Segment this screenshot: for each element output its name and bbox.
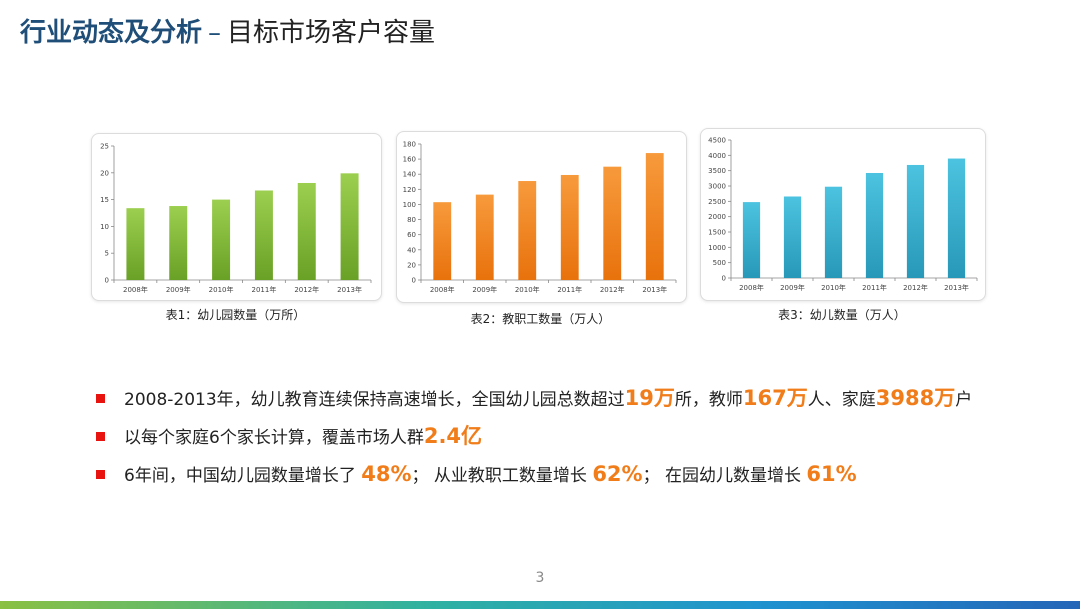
chart-caption-kindergartens: 表1：幼儿园数量（万所） <box>165 308 306 322</box>
chart-card-staff: 0 20 40 60 80 100 120 140 160 180 2008年 2009年 2010年 2… <box>396 131 687 303</box>
bullet-text: 户 <box>955 390 973 410</box>
x-tick-label: 2008年 <box>739 283 764 292</box>
y-tick-label: 160 <box>403 156 416 164</box>
bullet-marker <box>96 394 105 403</box>
bullet-text: ； 在园幼儿数量增长 <box>642 466 807 486</box>
y-tick-label: 15 <box>100 196 109 204</box>
x-tick-label: 2011年 <box>557 285 582 294</box>
bar-2012年 <box>906 164 925 278</box>
y-tick-label: 4500 <box>708 137 726 145</box>
highlight-figure: 19万 <box>624 386 675 410</box>
bullet-item: 6年间，中国幼儿园数量增长了 48%； 从业教职工数量增长 62%； 在园幼儿数… <box>96 458 1056 496</box>
bullet-marker <box>96 432 105 441</box>
chart-children: 0 500 1000 1500 2000 2500 3000 3500 4000 4500 2008… <box>708 137 978 292</box>
bullet-item: 2008-2013年，幼儿教育连续保持高速增长，全国幼儿园总数超过19万所，教师… <box>96 382 1056 420</box>
page-title-main: 行业动态及分析 <box>20 18 203 48</box>
bullet-text: 人、家庭 <box>807 390 876 410</box>
x-tick-label: 2012年 <box>903 283 928 292</box>
y-tick-label: 0 <box>105 277 109 285</box>
x-tick-label: 2013年 <box>642 285 667 294</box>
chart-caption-staff: 表2：教职工数量（万人） <box>470 312 611 326</box>
page-title-subtitle: 目标市场客户容量 <box>227 18 436 48</box>
bar-2013年 <box>645 153 664 280</box>
bar-2011年 <box>560 174 579 280</box>
bullet-marker <box>96 470 105 479</box>
y-tick-label: 4000 <box>708 152 726 160</box>
x-tick-label: 2010年 <box>209 285 234 294</box>
bar-2009年 <box>475 194 494 280</box>
x-tick-label: 2009年 <box>166 285 191 294</box>
bullet-text: 2008-2013年，幼儿教育连续保持高速增长，全国幼儿园总数超过 <box>124 390 625 410</box>
y-tick-label: 1000 <box>708 244 726 252</box>
y-tick-label: 0 <box>412 277 416 285</box>
chart-kindergartens: 0 5 10 15 20 25 2008年 2009年 2010年 2011年 2012年 2013年 <box>100 143 372 294</box>
chart-caption-children: 表3：幼儿数量（万人） <box>778 308 906 322</box>
y-tick-label: 20 <box>100 169 109 177</box>
page-title-separator: – <box>208 18 222 48</box>
chart-staff: 0 20 40 60 80 100 120 140 160 180 2008年 2009年 2010年 2… <box>403 141 677 294</box>
highlight-figure: 167万 <box>742 386 808 410</box>
highlight-figure: 48% <box>361 462 412 486</box>
x-tick-label: 2012年 <box>294 285 319 294</box>
bar-2010年 <box>518 181 537 280</box>
y-tick-label: 40 <box>407 246 416 254</box>
chart-card-kindergartens: 0 5 10 15 20 25 2008年 2009年 2010年 2011年 2012年 2013年 <box>91 133 382 301</box>
highlight-figure: 3988万 <box>875 386 956 410</box>
y-tick-label: 500 <box>713 259 726 267</box>
bullet-text: 以每个家庭6个家长计算，覆盖市场人群 <box>124 428 424 448</box>
bar-2013年 <box>947 158 966 278</box>
x-tick-label: 2011年 <box>252 285 277 294</box>
bullet-text: 所，教师 <box>674 390 743 410</box>
x-tick-label: 2008年 <box>430 285 455 294</box>
bullet-list: 2008-2013年，幼儿教育连续保持高速增长，全国幼儿园总数超过19万所，教师… <box>96 382 1056 496</box>
x-tick-label: 2011年 <box>862 283 887 292</box>
bar-2009年 <box>783 196 802 278</box>
bar-2011年 <box>865 172 884 278</box>
x-tick-label: 2010年 <box>515 285 540 294</box>
bar-2010年 <box>824 186 843 278</box>
y-tick-label: 1500 <box>708 229 726 237</box>
chart-card-children: 0 500 1000 1500 2000 2500 3000 3500 4000 4500 2008… <box>700 128 986 301</box>
bar-2011年 <box>254 190 273 280</box>
bullet-text: ； 从业教职工数量增长 <box>411 466 593 486</box>
bar-2013年 <box>340 173 359 280</box>
highlight-figure: 2.4亿 <box>423 424 483 448</box>
y-tick-label: 3500 <box>708 167 726 175</box>
bar-2009年 <box>169 206 188 280</box>
y-tick-label: 2500 <box>708 198 726 206</box>
y-tick-label: 10 <box>100 223 109 231</box>
page-title: 行业动态及分析 – 目标市场客户容量 <box>20 14 435 52</box>
y-tick-label: 5 <box>105 250 109 258</box>
y-tick-label: 120 <box>403 186 416 194</box>
y-tick-label: 25 <box>100 143 109 151</box>
bottom-accent-bar <box>0 601 1080 609</box>
y-tick-label: 2000 <box>708 213 726 221</box>
bar-2010年 <box>212 199 231 280</box>
x-tick-label: 2009年 <box>780 283 805 292</box>
x-tick-label: 2013年 <box>337 285 362 294</box>
y-tick-label: 80 <box>407 216 416 224</box>
x-tick-label: 2012年 <box>600 285 625 294</box>
y-tick-label: 140 <box>403 171 416 179</box>
bar-2008年 <box>433 202 452 280</box>
bar-2008年 <box>742 202 761 278</box>
bar-2012年 <box>297 182 316 280</box>
highlight-figure: 61% <box>806 462 857 486</box>
x-tick-label: 2010年 <box>821 283 846 292</box>
y-tick-label: 60 <box>407 231 416 239</box>
highlight-figure: 62% <box>592 462 643 486</box>
y-tick-label: 0 <box>722 275 726 283</box>
y-tick-label: 3000 <box>708 183 726 191</box>
bar-2008年 <box>126 208 145 280</box>
bullet-text: 6年间，中国幼儿园数量增长了 <box>124 466 362 486</box>
page-number: 3 <box>535 570 545 586</box>
y-tick-label: 180 <box>403 141 416 149</box>
x-tick-label: 2009年 <box>472 285 497 294</box>
x-tick-label: 2013年 <box>944 283 969 292</box>
y-tick-label: 100 <box>403 201 416 209</box>
bar-2012年 <box>603 166 622 280</box>
x-tick-label: 2008年 <box>123 285 148 294</box>
bullet-item: 以每个家庭6个家长计算，覆盖市场人群2.4亿 <box>96 420 1056 458</box>
y-tick-label: 20 <box>407 261 416 269</box>
